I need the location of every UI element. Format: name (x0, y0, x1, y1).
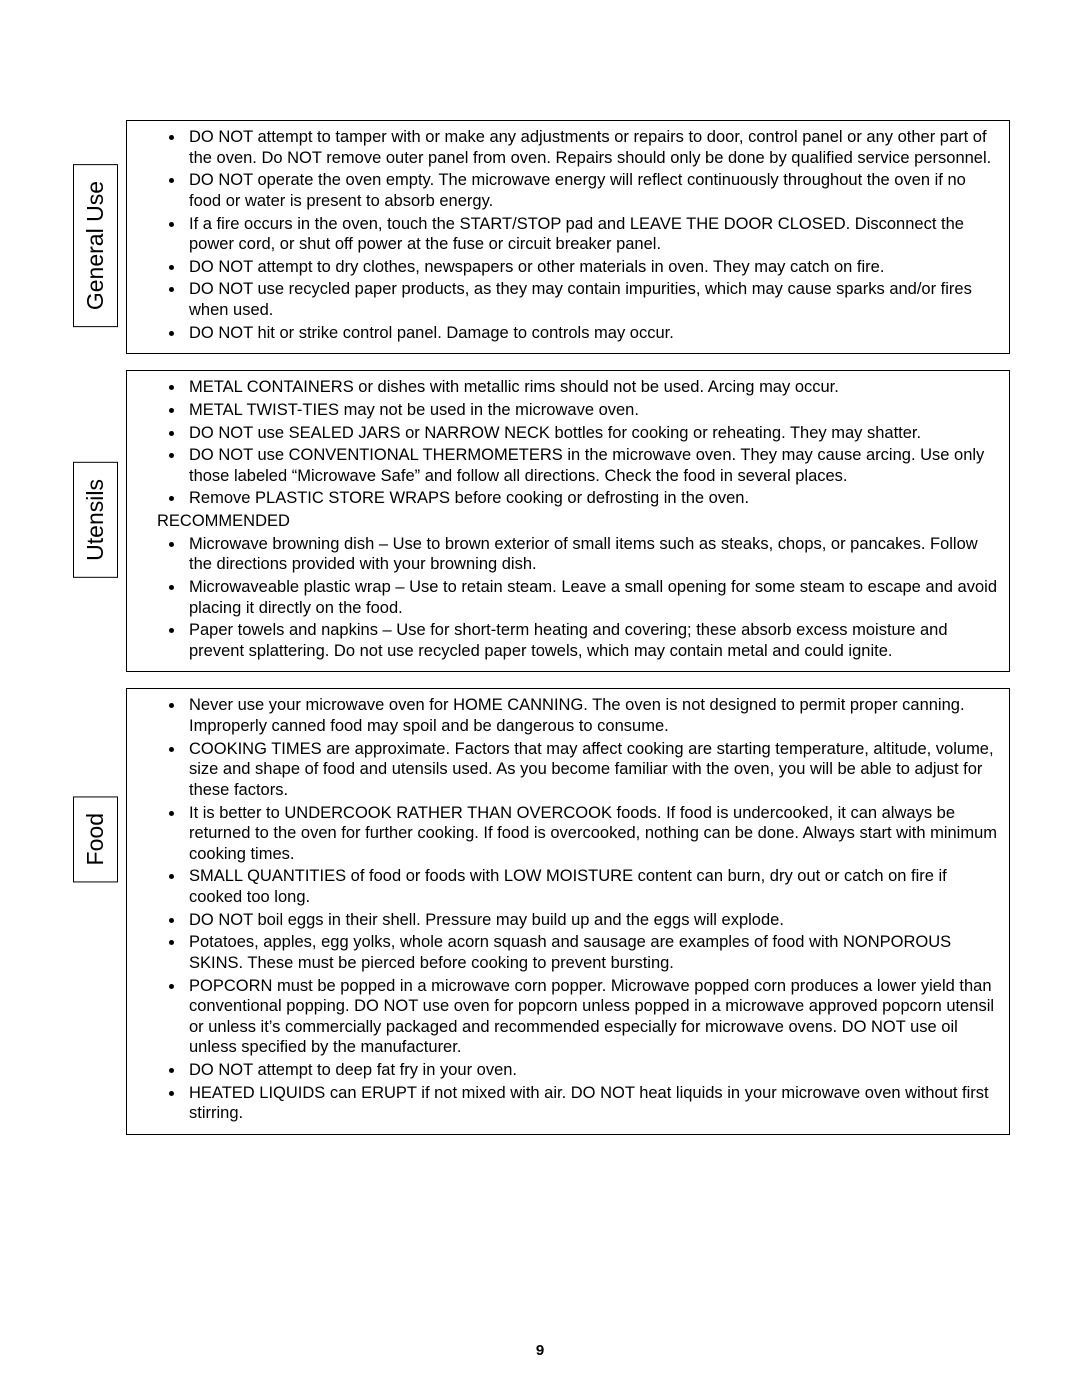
section-content: Never use your microwave oven for HOME C… (126, 688, 1010, 1135)
page-number: 9 (0, 1342, 1080, 1359)
section-label: Food (73, 796, 118, 882)
section-utensils: Utensils METAL CONTAINERS or dishes with… (70, 370, 1010, 672)
list-item: SMALL QUANTITIES of food or foods with L… (185, 866, 999, 907)
section-content: DO NOT attempt to tamper with or make an… (126, 120, 1010, 354)
list-item: METAL TWIST-TIES may not be used in the … (185, 400, 999, 421)
section-food: Food Never use your microwave oven for H… (70, 688, 1010, 1135)
list-item: HEATED LIQUIDS can ERUPT if not mixed wi… (185, 1083, 999, 1124)
document-page: General Use DO NOT attempt to tamper wit… (0, 0, 1080, 1397)
list-item: DO NOT attempt to tamper with or make an… (185, 127, 999, 168)
bullet-list: Never use your microwave oven for HOME C… (137, 695, 999, 1124)
list-item: DO NOT hit or strike control panel. Dama… (185, 323, 999, 344)
list-item: DO NOT use CONVENTIONAL THERMOMETERS in … (185, 445, 999, 486)
list-item: METAL CONTAINERS or dishes with metallic… (185, 377, 999, 398)
list-item: DO NOT attempt to dry clothes, newspaper… (185, 257, 999, 278)
subheading-recommended: RECOMMENDED (157, 511, 999, 532)
list-item: Microwave browning dish – Use to brown e… (185, 534, 999, 575)
list-item: It is better to UNDERCOOK RATHER THAN OV… (185, 803, 999, 865)
list-item: POPCORN must be popped in a microwave co… (185, 976, 999, 1059)
list-item: COOKING TIMES are approximate. Factors t… (185, 739, 999, 801)
list-item: DO NOT attempt to deep fat fry in your o… (185, 1060, 999, 1081)
list-item: DO NOT operate the oven empty. The micro… (185, 170, 999, 211)
section-label: Utensils (73, 462, 118, 578)
list-item: Potatoes, apples, egg yolks, whole acorn… (185, 932, 999, 973)
section-label: General Use (73, 164, 118, 327)
section-general-use: General Use DO NOT attempt to tamper wit… (70, 120, 1010, 354)
section-label-col: Food (70, 688, 120, 882)
list-item: Paper towels and napkins – Use for short… (185, 620, 999, 661)
list-item: DO NOT boil eggs in their shell. Pressur… (185, 910, 999, 931)
bullet-list: DO NOT attempt to tamper with or make an… (137, 127, 999, 343)
list-item: Never use your microwave oven for HOME C… (185, 695, 999, 736)
section-content: METAL CONTAINERS or dishes with metallic… (126, 370, 1010, 672)
section-label-col: Utensils (70, 370, 120, 578)
bullet-list: METAL CONTAINERS or dishes with metallic… (137, 377, 999, 509)
list-item: DO NOT use SEALED JARS or NARROW NECK bo… (185, 423, 999, 444)
section-label-col: General Use (70, 120, 120, 327)
list-item: Remove PLASTIC STORE WRAPS before cookin… (185, 488, 999, 509)
list-item: Microwaveable plastic wrap – Use to reta… (185, 577, 999, 618)
bullet-list: Microwave browning dish – Use to brown e… (137, 534, 999, 662)
list-item: DO NOT use recycled paper products, as t… (185, 279, 999, 320)
list-item: If a fire occurs in the oven, touch the … (185, 214, 999, 255)
